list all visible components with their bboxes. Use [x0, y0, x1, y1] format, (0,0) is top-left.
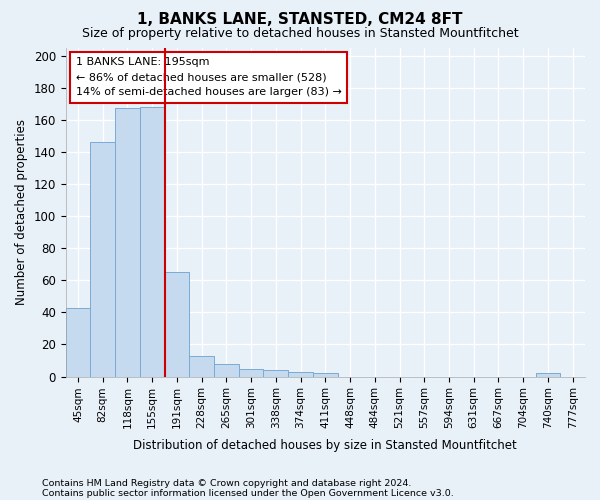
Text: 1 BANKS LANE: 195sqm
← 86% of detached houses are smaller (528)
14% of semi-deta: 1 BANKS LANE: 195sqm ← 86% of detached h…: [76, 58, 342, 97]
Text: 1, BANKS LANE, STANSTED, CM24 8FT: 1, BANKS LANE, STANSTED, CM24 8FT: [137, 12, 463, 28]
Bar: [190, 356, 214, 376]
Y-axis label: Number of detached properties: Number of detached properties: [15, 119, 28, 305]
Bar: [164, 272, 190, 376]
Text: Size of property relative to detached houses in Stansted Mountfitchet: Size of property relative to detached ho…: [82, 28, 518, 40]
Text: Contains HM Land Registry data © Crown copyright and database right 2024.: Contains HM Land Registry data © Crown c…: [42, 478, 412, 488]
Bar: [65, 308, 91, 376]
Bar: [288, 372, 313, 376]
Bar: [91, 142, 115, 376]
Bar: [115, 108, 140, 376]
Bar: [263, 370, 288, 376]
Text: Contains public sector information licensed under the Open Government Licence v3: Contains public sector information licen…: [42, 488, 454, 498]
X-axis label: Distribution of detached houses by size in Stansted Mountfitchet: Distribution of detached houses by size …: [133, 440, 517, 452]
Bar: [536, 374, 560, 376]
Bar: [313, 374, 338, 376]
Bar: [140, 107, 164, 376]
Bar: [214, 364, 239, 376]
Bar: [239, 368, 263, 376]
